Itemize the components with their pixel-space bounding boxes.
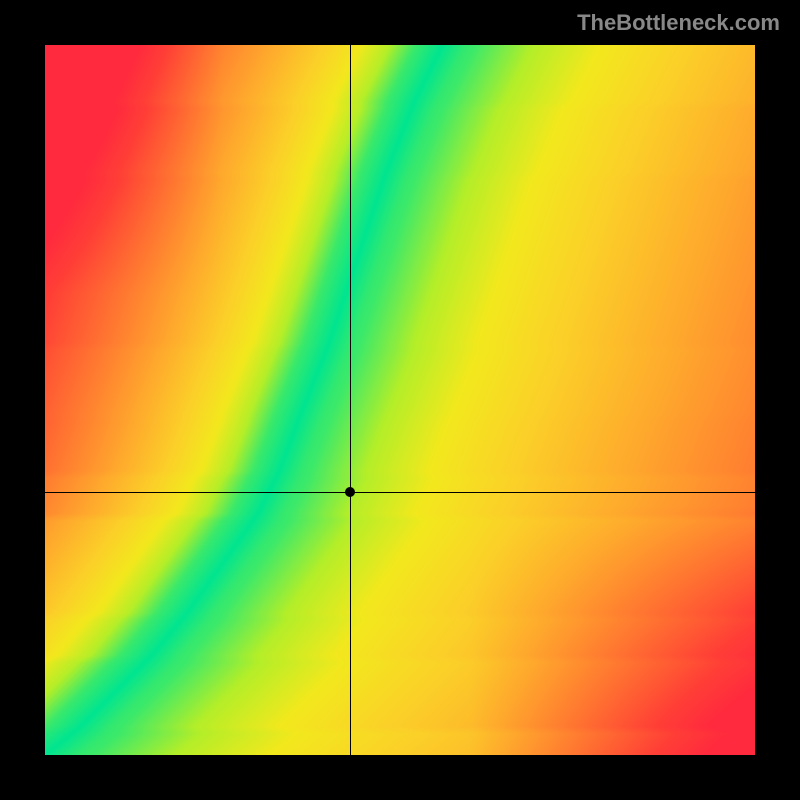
crosshair-horizontal [45, 492, 755, 493]
crosshair-marker [345, 487, 355, 497]
heatmap-canvas [45, 45, 755, 755]
heatmap-plot [45, 45, 755, 755]
watermark-text: TheBottleneck.com [577, 10, 780, 36]
crosshair-vertical [350, 45, 351, 755]
